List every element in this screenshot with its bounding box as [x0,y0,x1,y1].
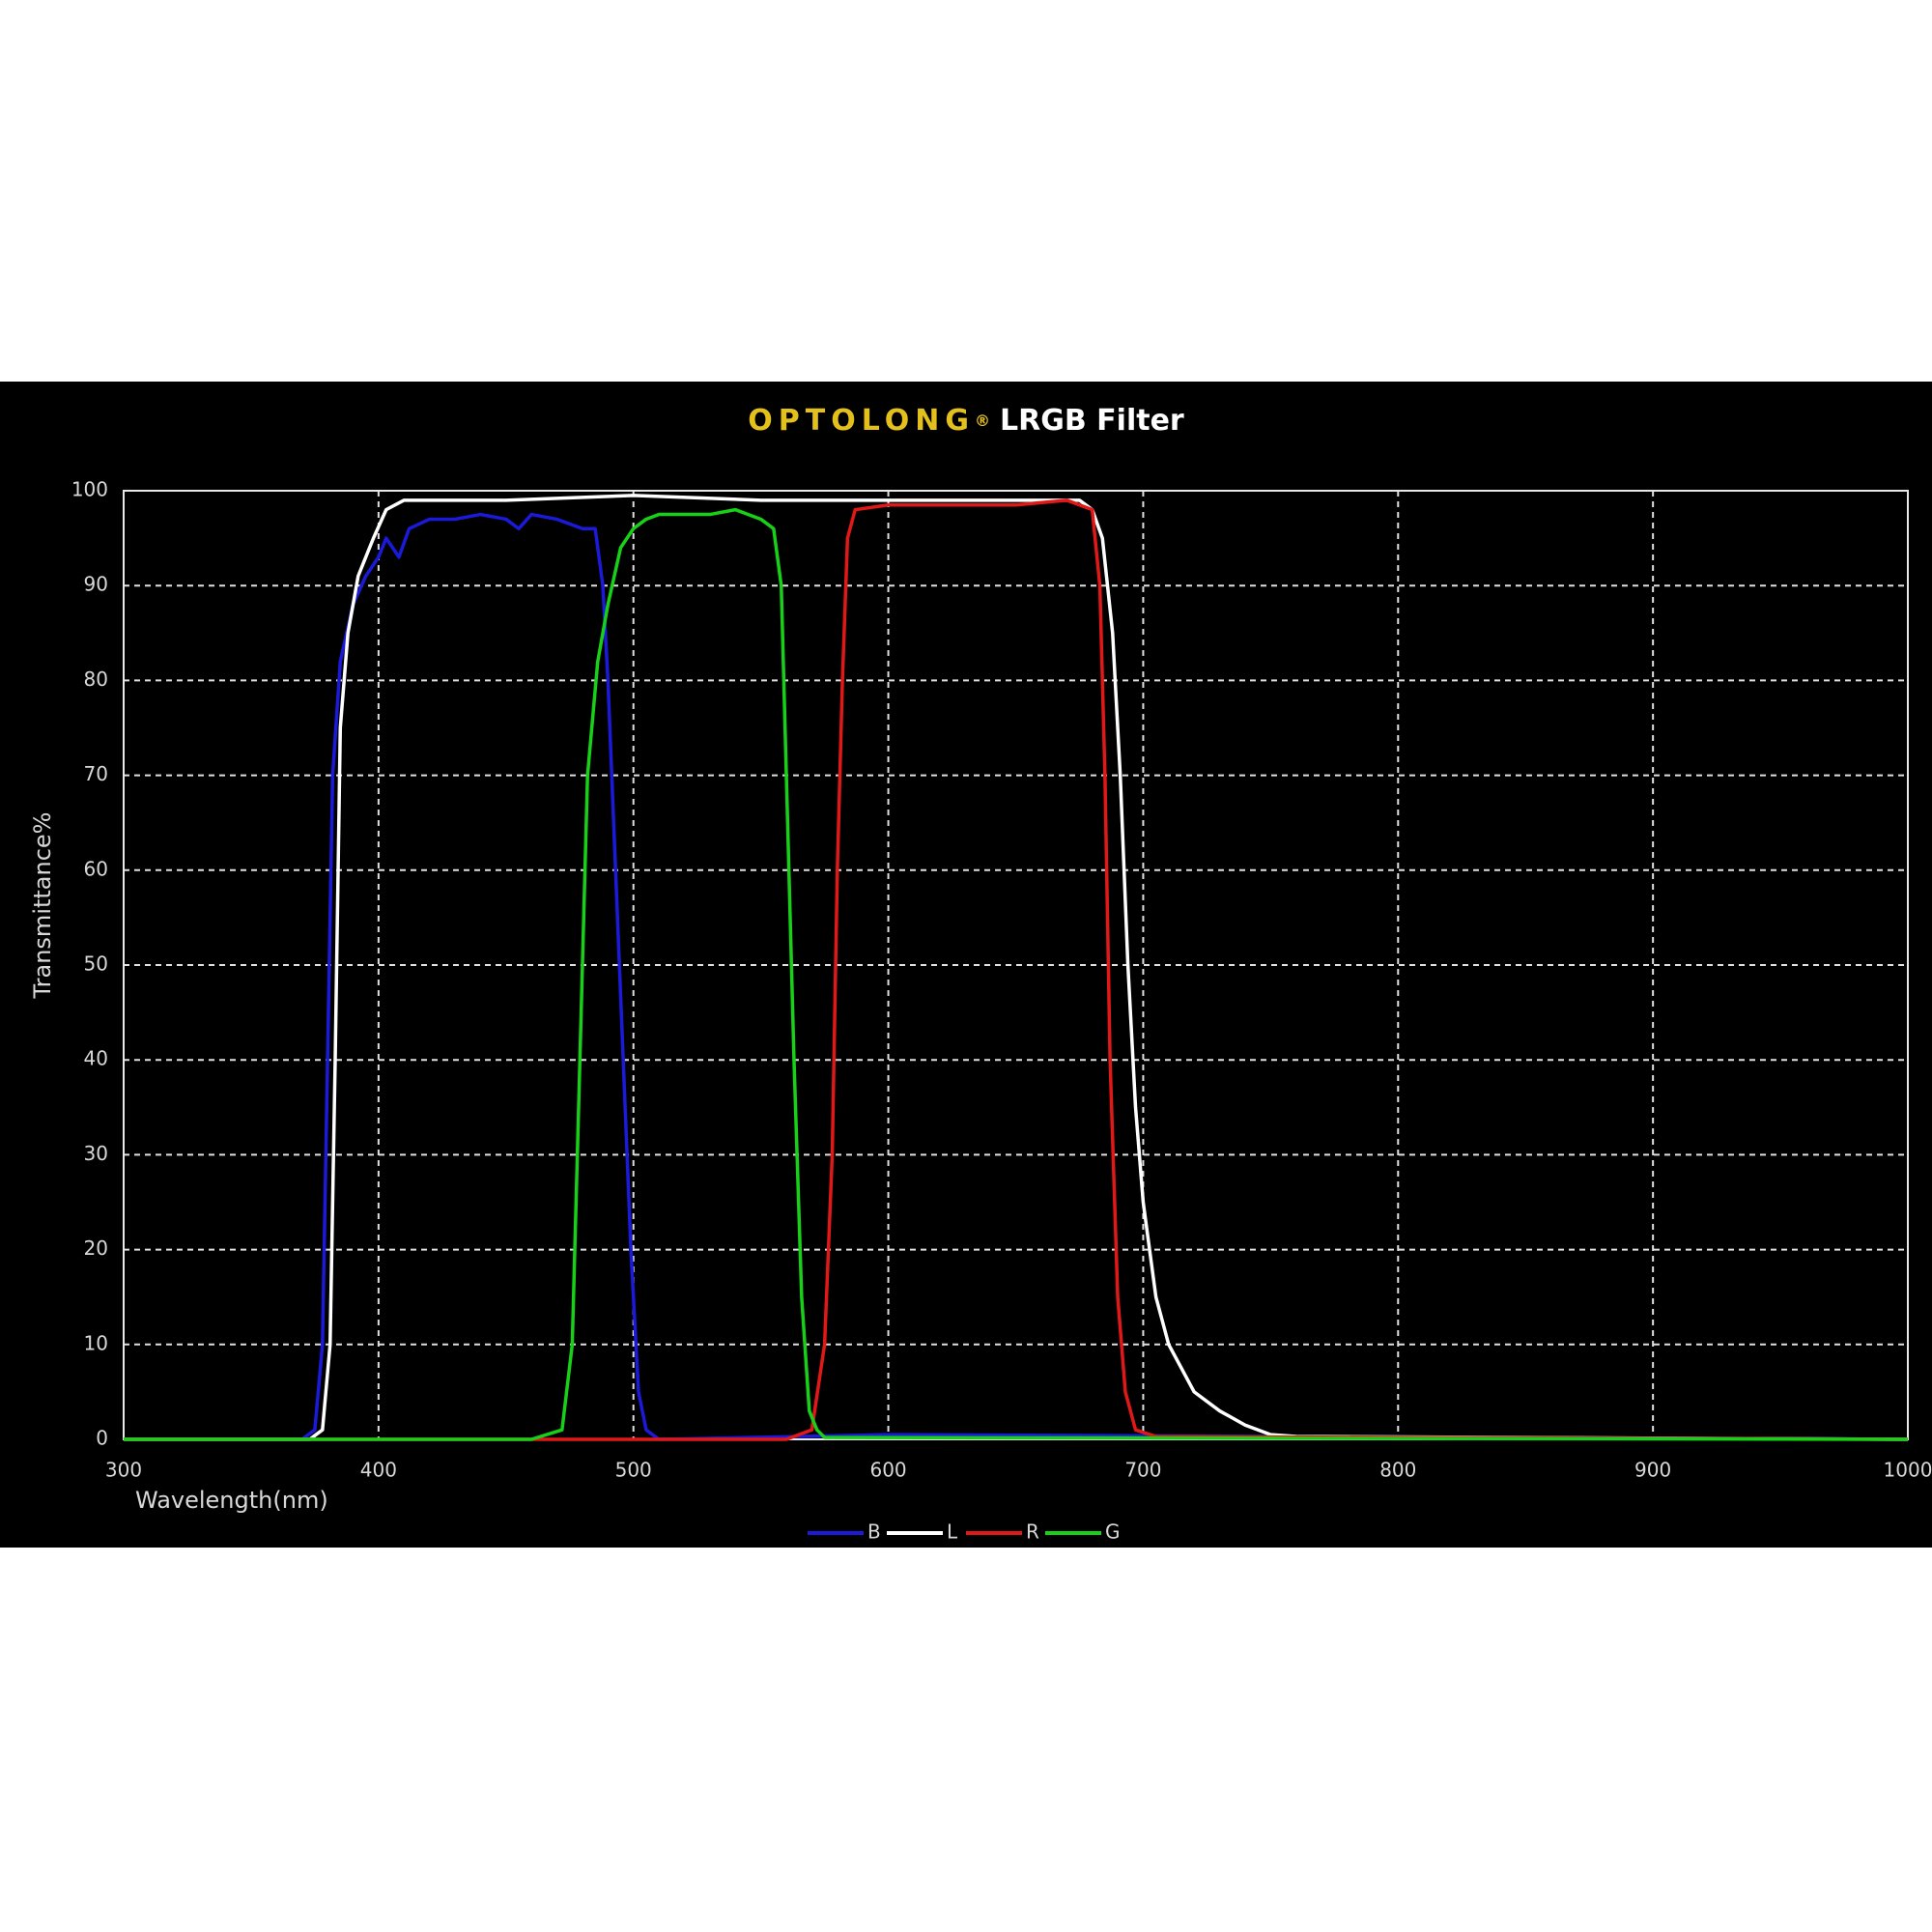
title: LRGB Filter [1000,404,1184,438]
y-tick-label: 60 [84,857,108,880]
y-tick-label: 70 [84,762,108,785]
chart-title: OPTOLONG® LRGB Filter [748,404,1184,438]
x-tick-label: 400 [360,1459,397,1482]
y-tick-label: 40 [84,1047,108,1070]
x-axis-label: Wavelength(nm) [135,1487,328,1514]
x-tick-label: 600 [869,1459,906,1482]
y-tick-label: 50 [84,952,108,976]
legend-label: B [867,1520,881,1544]
x-tick-label: 800 [1379,1459,1416,1482]
y-tick-label: 100 [71,478,108,501]
legend-label: R [1026,1520,1039,1544]
y-tick-label: 90 [84,573,108,596]
y-tick-label: 30 [84,1142,108,1165]
brand-mark: ® [975,412,990,430]
y-tick-label: 80 [84,668,108,691]
y-tick-label: 10 [84,1331,108,1354]
y-tick-label: 0 [96,1427,108,1450]
y-axis-label: Transmittance% [29,812,56,1000]
x-tick-label: 300 [105,1459,142,1482]
series-line [124,494,1909,1441]
x-tick-label: 700 [1124,1459,1161,1482]
brand: OPTOLONG [748,404,975,438]
series-line [124,498,1909,1441]
series-line [124,507,1909,1441]
series-line [124,512,1909,1441]
x-tick-label: 500 [615,1459,652,1482]
x-tick-label: 1000 [1884,1459,1932,1482]
legend-label: L [947,1520,958,1544]
y-tick-label: 20 [84,1236,108,1260]
x-tick-label: 900 [1634,1459,1671,1482]
legend-label: G [1105,1520,1121,1544]
